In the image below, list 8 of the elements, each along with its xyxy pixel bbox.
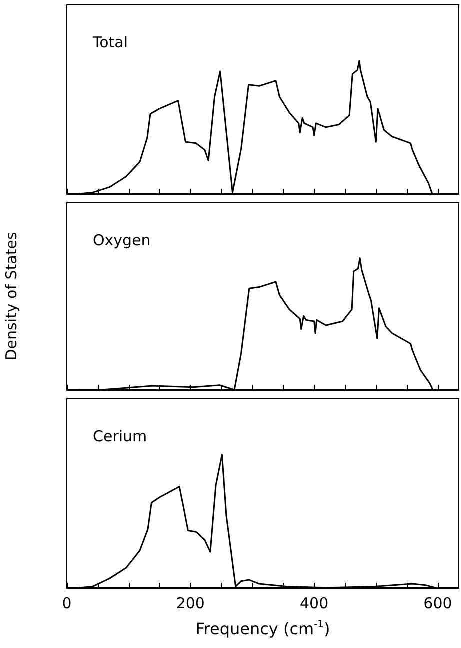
x-tick-label: 0 [62, 594, 72, 612]
x-tick-label: 200 [176, 594, 205, 612]
x-tick-label: 600 [424, 594, 452, 612]
x-tick-label: 400 [300, 594, 329, 612]
y-axis-title: Density of States [2, 232, 20, 361]
chart-title: Total [92, 34, 128, 52]
chart-title: Oxygen [93, 232, 151, 250]
chart-title: Cerium [93, 428, 148, 446]
